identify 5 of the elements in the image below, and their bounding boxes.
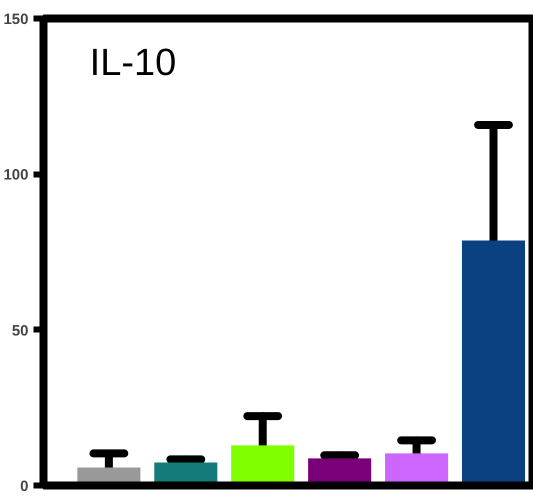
y-tick-label: 50 — [12, 322, 29, 340]
y-tick-label: 150 — [3, 11, 29, 28]
text: IL-10 — [90, 42, 176, 84]
y-tick-label: 100 — [3, 166, 29, 184]
y-tick-label: 0 — [20, 478, 28, 495]
